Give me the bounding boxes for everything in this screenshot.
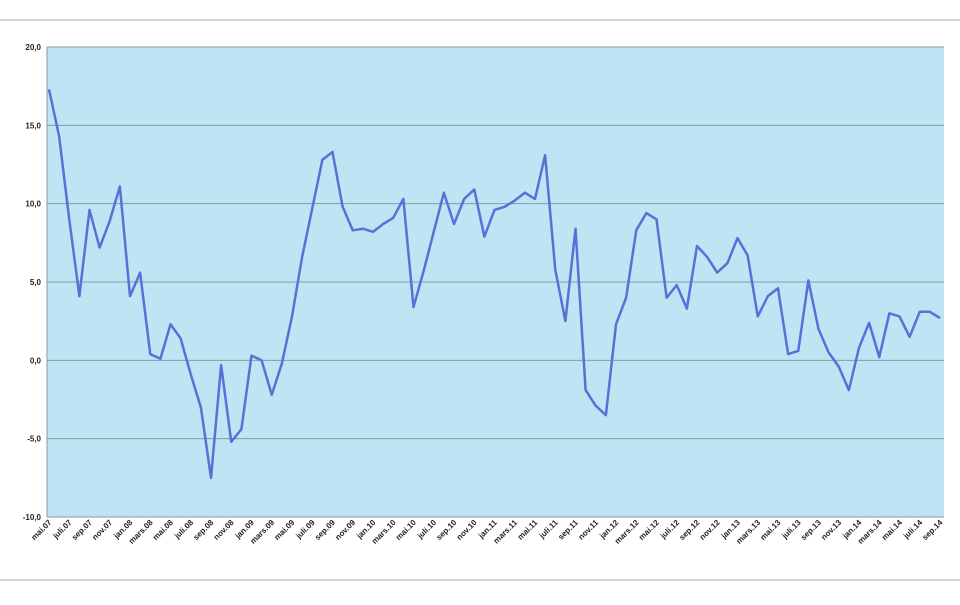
x-tick-label: juli.14 bbox=[901, 518, 924, 541]
x-tick-label: sep.12 bbox=[677, 518, 701, 542]
x-tick-label: sep.10 bbox=[434, 518, 458, 542]
x-tick-label: sep.08 bbox=[191, 518, 215, 542]
y-tick-label: 10,0 bbox=[25, 200, 41, 209]
x-tick-label: nov.11 bbox=[577, 518, 601, 542]
x-tick-label: mai.10 bbox=[394, 518, 418, 542]
x-tick-label: juli.10 bbox=[415, 518, 438, 541]
x-tick-label: nov.08 bbox=[212, 518, 236, 542]
x-tick-label: nov.13 bbox=[819, 518, 843, 542]
data-line bbox=[47, 89, 941, 480]
x-tick-label: juli.12 bbox=[658, 518, 681, 541]
x-tick-label: sep.13 bbox=[799, 518, 823, 542]
y-tick-label: -5,0 bbox=[27, 435, 41, 444]
x-tick-label: nov.09 bbox=[333, 518, 357, 542]
x-tick-label: mai.14 bbox=[880, 518, 904, 542]
y-tick-label: 15,0 bbox=[25, 121, 41, 130]
x-tick-label: juli.11 bbox=[537, 518, 560, 541]
y-tick-label: 20,0 bbox=[25, 43, 41, 52]
y-tick-label: 0,0 bbox=[30, 356, 42, 365]
x-tick-label: sep.14 bbox=[920, 518, 944, 542]
x-tick-label: sep.09 bbox=[313, 518, 337, 542]
x-tick-label: juli.09 bbox=[294, 518, 317, 541]
x-tick-label: sep.11 bbox=[556, 518, 580, 542]
x-tick-label: mai.08 bbox=[151, 518, 175, 542]
x-tick-label: mai.13 bbox=[758, 518, 782, 542]
y-tick-label: -10,0 bbox=[23, 513, 42, 522]
y-tick-label: 5,0 bbox=[30, 278, 42, 287]
x-tick-label: nov.10 bbox=[455, 518, 479, 542]
x-tick-label: sep.07 bbox=[70, 518, 94, 542]
x-tick-label: mai.09 bbox=[272, 518, 296, 542]
x-tick-label: juli.13 bbox=[780, 518, 803, 541]
x-tick-label: juli.08 bbox=[172, 518, 195, 541]
x-tick-label: juli.07 bbox=[51, 518, 74, 541]
x-tick-label: nov.07 bbox=[90, 518, 114, 542]
x-tick-label: mai.11 bbox=[516, 518, 540, 542]
x-tick-label: nov.12 bbox=[698, 518, 722, 542]
x-tick-label: mai.12 bbox=[637, 518, 661, 542]
